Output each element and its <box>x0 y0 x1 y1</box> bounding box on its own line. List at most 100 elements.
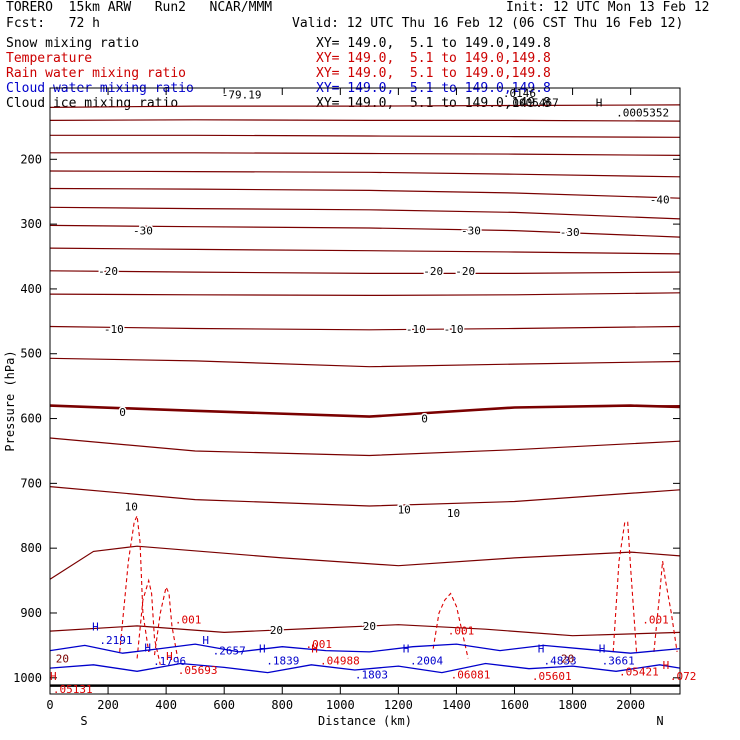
maxmin-label: .1796 <box>153 655 186 668</box>
isotherm-line-1 <box>49 119 681 122</box>
legend-label-rain: Rain water mixing ratio <box>6 66 187 81</box>
isotherm-line-16 <box>49 545 681 580</box>
forecast-hour: Fcst: 72 h <box>6 16 100 31</box>
maxmin-label: .001 <box>175 613 202 626</box>
maxmin-label: .06081 <box>451 669 491 682</box>
y-axis-label: Pressure (hPa) <box>3 350 17 451</box>
isotherm-line-0 <box>49 104 681 108</box>
maxmin-label: H <box>538 643 545 656</box>
isotherm-label: 20 <box>270 624 283 637</box>
x-tick-label: 1000 <box>326 698 355 712</box>
isotherm-label: -10 <box>444 323 464 336</box>
maxmin-label: H <box>166 650 173 663</box>
rain-contour-3 <box>432 592 469 659</box>
maxmin-label: .2191 <box>99 634 132 647</box>
maxmin-label: .001 <box>642 613 669 626</box>
maxmin-label: .0005352 <box>616 107 669 120</box>
isotherm-line-14 <box>49 437 681 457</box>
legend-xy-temperature: XY= 149.0, 5.1 to 149.0,149.8 <box>316 51 551 66</box>
init-time: Init: 12 UTC Mon 13 Feb 12 <box>506 0 710 15</box>
isotherm-line-9 <box>49 270 681 274</box>
end-label-left: S <box>80 714 87 728</box>
valid-time: Valid: 12 UTC Thu 16 Feb 12 (06 CST Thu … <box>292 16 684 31</box>
x-tick-label: 2000 <box>616 698 645 712</box>
y-tick-label: 900 <box>20 606 42 620</box>
x-tick-label: 600 <box>213 698 235 712</box>
maxmin-label: .05421 <box>619 665 659 678</box>
maxmin-label: .0146 <box>503 87 536 100</box>
isotherm-line-5 <box>49 187 681 199</box>
isotherm-label: 20 <box>363 620 376 633</box>
maxmin-label: H <box>599 643 606 656</box>
y-tick-label: 400 <box>20 282 42 296</box>
maxmin-label: .1803 <box>355 669 388 682</box>
rain-contour-5 <box>653 561 678 652</box>
isotherm-label: -30 <box>133 225 153 238</box>
isotherm-zero-line <box>49 404 681 418</box>
rain-contour-0 <box>119 513 150 652</box>
maxmin-label: .001 <box>305 638 332 651</box>
x-tick-label: 400 <box>155 698 177 712</box>
maxmin-label: .2004 <box>410 654 443 667</box>
maxmin-label: H <box>311 643 318 656</box>
x-axis-label: Distance (km) <box>318 714 412 728</box>
isotherm-label: -40 <box>650 193 670 206</box>
x-tick-label: 1400 <box>442 698 471 712</box>
isotherm-label: -79.19 <box>222 88 262 101</box>
maxmin-label: .05131 <box>53 683 93 696</box>
maxmin-label: H <box>144 641 151 654</box>
maxmin-label: .05601 <box>532 670 572 683</box>
x-tick-label: 1800 <box>558 698 587 712</box>
model-title: TORERO 15km ARW Run2 NCAR/MMM <box>6 0 273 15</box>
end-label-right: N <box>656 714 663 728</box>
maxmin-label: .0005467 <box>506 96 559 109</box>
rain-contour-2 <box>153 585 179 659</box>
x-tick-label: 200 <box>97 698 119 712</box>
maxmin-label: .05693 <box>178 664 218 677</box>
y-tick-label: 600 <box>20 412 42 426</box>
x-tick-label: 1600 <box>500 698 529 712</box>
isotherm-label: 10 <box>447 507 460 520</box>
maxmin-label: 20 <box>561 652 574 665</box>
maxmin-label: H <box>596 96 603 109</box>
cloud-water-contour-0 <box>49 643 681 654</box>
rain-contour-4 <box>612 521 638 652</box>
isotherm-line-15 <box>49 486 681 507</box>
y-tick-label: 700 <box>20 476 42 490</box>
y-tick-label: 500 <box>20 347 42 361</box>
cloud-water-contour-1 <box>49 662 681 674</box>
isotherm-line-10 <box>49 292 681 297</box>
maxmin-label: .4833 <box>544 654 577 667</box>
isotherm-label: 0 <box>421 413 428 426</box>
isotherm-line-4 <box>49 170 681 178</box>
maxmin-label: .3661 <box>602 654 635 667</box>
maxmin-label: H <box>403 643 410 656</box>
maxmin-label: .1839 <box>266 654 299 667</box>
x-tick-label: 1200 <box>384 698 413 712</box>
rain-contour-1 <box>136 578 161 665</box>
x-tick-label: 800 <box>271 698 293 712</box>
legend-xy-snow: XY= 149.0, 5.1 to 149.0,149.8 <box>316 36 551 51</box>
legend-label-snow: Snow mixing ratio <box>6 36 140 51</box>
maxmin-label: H <box>259 643 266 656</box>
isotherm-label: -20 <box>98 265 118 278</box>
isotherm-line-17 <box>49 624 681 637</box>
isotherm-line-6 <box>49 206 681 220</box>
legend-xy-cloud-ice: XY= 149.0, 5.1 to 149.0,149.8 <box>316 96 551 111</box>
isotherm-label: -30 <box>461 225 481 238</box>
isotherm-label: 10 <box>125 501 138 514</box>
isotherm-line-7 <box>49 224 681 238</box>
isotherm-label: 0 <box>119 406 126 419</box>
y-tick-label: 1000 <box>13 671 42 685</box>
x-tick-label: 0 <box>46 698 53 712</box>
isotherm-label: 10 <box>398 503 411 516</box>
isotherm-label: -20 <box>455 265 475 278</box>
isotherm-line-11 <box>49 325 681 331</box>
maxmin-label: 20 <box>56 652 69 665</box>
isotherm-label: -10 <box>406 323 426 336</box>
maxmin-label: .2657 <box>213 645 246 658</box>
maxmin-label: .072 <box>670 670 697 683</box>
isotherm-label: -30 <box>560 226 580 239</box>
maxmin-label: H <box>202 634 209 647</box>
